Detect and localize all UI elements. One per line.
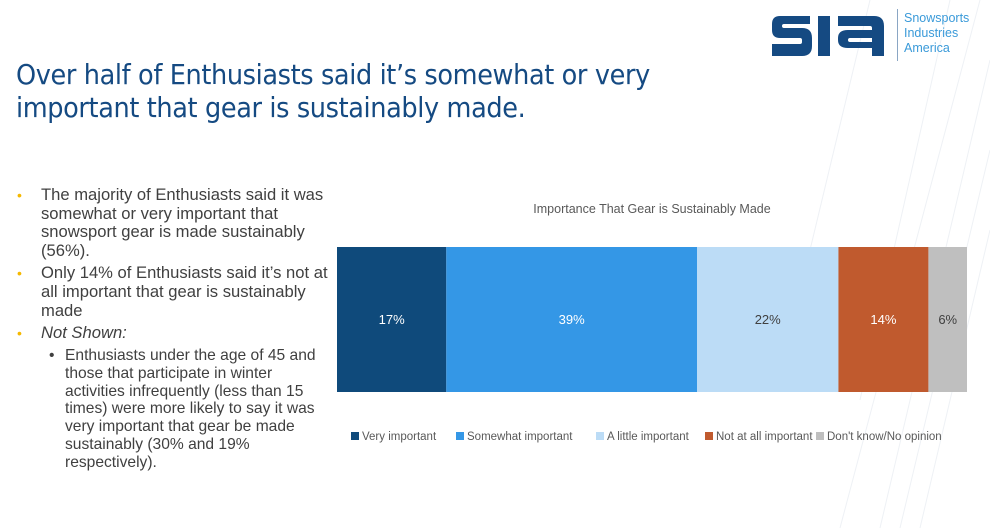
- data-label-don-t-know-no-opinion: 6%: [938, 312, 957, 327]
- logo-text-line: Industries: [904, 26, 959, 40]
- sub-bullet-icon: •: [49, 346, 55, 364]
- bullet-text: Not Shown:: [41, 323, 127, 343]
- legend-swatch-icon: [596, 432, 604, 440]
- sub-bullet-text: Enthusiasts under the age of 45 and thos…: [65, 346, 316, 472]
- legend-swatch-icon: [816, 432, 824, 440]
- legend-swatch-icon: [351, 432, 359, 440]
- data-label-somewhat-important: 39%: [559, 312, 585, 327]
- logo-divider: [897, 9, 898, 61]
- sub-bullet-item: • Enthusiasts under the age of 45 and th…: [14, 347, 334, 472]
- data-label-not-at-all-important: 14%: [870, 312, 896, 327]
- bullet-list: • The majority of Enthusiasts said it wa…: [14, 185, 334, 472]
- legend-label: Very important: [362, 431, 437, 443]
- legend-swatch-icon: [456, 432, 464, 440]
- legend-item-very-important: Very important: [351, 430, 436, 445]
- sia-logo: Snowsports Industries America: [770, 8, 980, 64]
- legend-item-not-at-all-important: Not at all important: [705, 430, 813, 445]
- legend-item-somewhat-important: Somewhat important: [456, 430, 572, 445]
- chart-title: Importance That Gear is Sustainably Made: [533, 202, 771, 216]
- bullet-item: • Not Shown:: [14, 323, 334, 343]
- bar-segment-very-important: [337, 247, 447, 392]
- logo-text-line: Snowsports: [904, 11, 970, 25]
- bullet-item: • The majority of Enthusiasts said it wa…: [14, 185, 334, 260]
- chart-legend: Very important Somewhat important A little…: [351, 430, 981, 446]
- bullet-icon: •: [17, 265, 22, 282]
- legend-label: Not at all important: [716, 431, 813, 443]
- bullet-icon: •: [17, 187, 22, 203]
- legend-swatch-icon: [705, 432, 713, 440]
- logo-text-line: America: [904, 41, 950, 55]
- legend-label: Don't know/No opinion: [827, 431, 942, 443]
- bullet-text: Only 14% of Enthusiasts said it’s not at…: [41, 263, 328, 320]
- logo-text: Snowsports Industries America: [904, 11, 969, 56]
- bullet-icon: •: [17, 325, 22, 342]
- legend-item-a-little-important: A little important: [596, 430, 689, 445]
- legend-label: A little important: [607, 431, 689, 443]
- bar-segment-a-little-important: [697, 247, 839, 392]
- bullet-text: The majority of Enthusiasts said it was …: [41, 185, 324, 260]
- bar-segment-somewhat-important: [446, 247, 697, 392]
- bar-segment-not-at-all-important: [838, 247, 929, 392]
- sia-logo-mark: [772, 16, 884, 56]
- bar-segment-don-t-know-no-opinion: [928, 247, 967, 392]
- bullet-item: • Only 14% of Enthusiasts said it’s not …: [14, 264, 334, 320]
- legend-label: Somewhat important: [467, 431, 573, 443]
- page-title: Over half of Enthusiasts said it’s somew…: [16, 59, 650, 124]
- legend-item-don-t-know-no-opinion: Don't know/No opinion: [816, 430, 942, 445]
- data-label-a-little-important: 22%: [755, 312, 781, 327]
- data-label-very-important: 17%: [379, 312, 405, 327]
